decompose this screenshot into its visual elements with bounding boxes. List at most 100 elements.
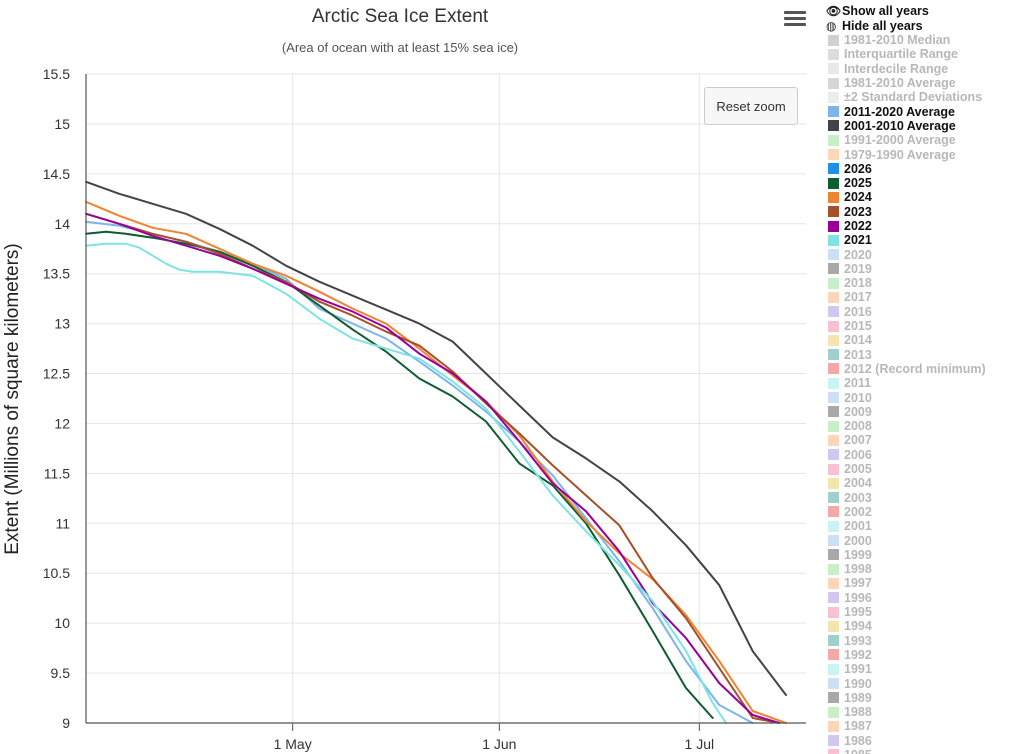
legend-item-2012-record-minimum[interactable]: 2012 (Record minimum) xyxy=(826,362,1023,376)
legend-swatch xyxy=(828,635,839,647)
show-all-years-button[interactable]: 👁 Show all years xyxy=(826,3,1023,18)
legend-item-2010[interactable]: 2010 xyxy=(826,390,1023,405)
legend-item-2011-2020-average[interactable]: 2011-2020 Average xyxy=(826,104,1023,119)
legend-item-1996[interactable]: 1996 xyxy=(826,591,1023,605)
legend-item-interquartile-range[interactable]: Interquartile Range xyxy=(826,47,1023,61)
legend-item-2023[interactable]: 2023 xyxy=(826,205,1023,219)
series-line-2023[interactable] xyxy=(85,212,781,724)
legend-item-2025[interactable]: 2025 xyxy=(826,176,1023,190)
legend-swatch xyxy=(828,678,839,689)
legend-label: 2007 xyxy=(844,433,872,448)
legend-label: 1979-1990 Average xyxy=(844,147,956,162)
legend-item-1986[interactable]: 1986 xyxy=(826,734,1023,748)
legend-swatch xyxy=(828,349,839,361)
legend-item-1981-2010-median[interactable]: 1981-2010 Median xyxy=(826,33,1023,47)
legend-item-1993[interactable]: 1993 xyxy=(826,633,1023,648)
legend-item-1997[interactable]: 1997 xyxy=(826,576,1023,590)
y-tick-label: 12.5 xyxy=(43,366,70,382)
legend-item-2008[interactable]: 2008 xyxy=(826,419,1023,433)
legend-swatch xyxy=(828,706,839,718)
legend-swatch xyxy=(828,477,839,489)
series-line-2021[interactable] xyxy=(85,242,727,724)
legend-item-1990[interactable]: 1990 xyxy=(826,676,1023,691)
legend-item-2000[interactable]: 2000 xyxy=(826,533,1023,548)
legend-label: 2023 xyxy=(844,204,872,219)
legend-items: 1981-2010 Median Interquartile Range Inter… xyxy=(826,33,1023,754)
legend-swatch xyxy=(828,649,839,661)
legend-item-1988[interactable]: 1988 xyxy=(826,705,1023,719)
legend-item-2020[interactable]: 2020 xyxy=(826,247,1023,262)
legend-item-1987[interactable]: 1987 xyxy=(826,719,1023,733)
legend-swatch xyxy=(828,663,839,675)
legend-item-1981-2010-average[interactable]: 1981-2010 Average xyxy=(826,76,1023,90)
legend-label: 1991 xyxy=(844,662,872,677)
x-tick-label: 1 May xyxy=(274,736,312,752)
legend-label: 2013 xyxy=(844,347,872,362)
legend-swatch xyxy=(828,134,839,146)
legend-item-2016[interactable]: 2016 xyxy=(826,305,1023,319)
legend-item-1991-2000-average[interactable]: 1991-2000 Average xyxy=(826,133,1023,147)
reset-zoom-button[interactable]: Reset zoom xyxy=(704,87,798,125)
legend-label: 2000 xyxy=(844,533,872,548)
grid-lines xyxy=(86,73,806,724)
legend-item-2001[interactable]: 2001 xyxy=(826,519,1023,533)
legend-swatch xyxy=(828,220,839,232)
legend-item-1998[interactable]: 1998 xyxy=(826,562,1023,576)
legend-item-2018[interactable]: 2018 xyxy=(826,276,1023,290)
legend-swatch xyxy=(828,206,839,218)
legend-item-2013[interactable]: 2013 xyxy=(826,348,1023,362)
y-tick-label: 14 xyxy=(54,216,70,232)
legend-swatch xyxy=(828,749,839,754)
legend-item-2-standard-deviations[interactable]: ±2 Standard Deviations xyxy=(826,90,1023,104)
legend-item-2006[interactable]: 2006 xyxy=(826,448,1023,462)
legend-item-2021[interactable]: 2021 xyxy=(826,233,1023,247)
legend-item-2009[interactable]: 2009 xyxy=(826,405,1023,419)
legend-item-2019[interactable]: 2019 xyxy=(826,262,1023,276)
legend-label: 1981-2010 Median xyxy=(844,33,951,48)
hamburger-menu-icon[interactable] xyxy=(782,8,808,32)
legend-item-2005[interactable]: 2005 xyxy=(826,462,1023,476)
legend-swatch xyxy=(828,306,839,318)
legend-item-1992[interactable]: 1992 xyxy=(826,648,1023,662)
legend-item-2007[interactable]: 2007 xyxy=(826,433,1023,447)
legend-item-1985[interactable]: 1985 xyxy=(826,748,1023,754)
legend-label: 2021 xyxy=(844,233,872,248)
legend-item-interdecile-range[interactable]: Interdecile Range xyxy=(826,62,1023,76)
legend-swatch xyxy=(828,334,839,346)
legend-item-1991[interactable]: 1991 xyxy=(826,662,1023,676)
series-line-2022[interactable] xyxy=(85,212,781,724)
legend-label: ±2 Standard Deviations xyxy=(844,90,983,105)
legend-item-2014[interactable]: 2014 xyxy=(826,333,1023,347)
legend-swatch xyxy=(828,420,839,432)
legend-item-2011[interactable]: 2011 xyxy=(826,376,1023,390)
legend-item-2003[interactable]: 2003 xyxy=(826,491,1023,505)
legend-swatch xyxy=(828,720,839,732)
series-line-2025[interactable] xyxy=(85,230,714,719)
legend-item-1995[interactable]: 1995 xyxy=(826,605,1023,619)
legend-swatch xyxy=(828,535,839,547)
legend-item-2024[interactable]: 2024 xyxy=(826,190,1023,204)
legend-item-1979-1990-average[interactable]: 1979-1990 Average xyxy=(826,147,1023,162)
y-tick-label: 13 xyxy=(54,316,70,332)
series-line-2001-2010-average[interactable] xyxy=(85,180,787,696)
legend-item-2015[interactable]: 2015 xyxy=(826,319,1023,333)
legend-label: 2022 xyxy=(844,219,872,233)
legend-item-2004[interactable]: 2004 xyxy=(826,476,1023,490)
legend-swatch xyxy=(828,191,839,203)
legend-item-2026[interactable]: 2026 xyxy=(826,162,1023,176)
legend-label: 2012 (Record minimum) xyxy=(844,361,986,376)
legend-item-2017[interactable]: 2017 xyxy=(826,290,1023,304)
series-line-2011-2020-average[interactable] xyxy=(85,220,754,724)
legend-item-1989[interactable]: 1989 xyxy=(826,691,1023,705)
legend-label: 2015 xyxy=(844,319,872,334)
legend-item-2001-2010-average[interactable]: 2001-2010 Average xyxy=(826,119,1023,133)
legend-label: 2003 xyxy=(844,490,872,505)
hide-all-years-button[interactable]: ◍ Hide all years xyxy=(826,18,1023,33)
legend-item-1999[interactable]: 1999 xyxy=(826,548,1023,562)
legend-item-2022[interactable]: 2022 xyxy=(826,219,1023,233)
legend-item-2002[interactable]: 2002 xyxy=(826,505,1023,519)
legend-swatch xyxy=(828,234,839,246)
legend-item-1994[interactable]: 1994 xyxy=(826,619,1023,633)
hide-all-years-label: Hide all years xyxy=(842,18,923,33)
